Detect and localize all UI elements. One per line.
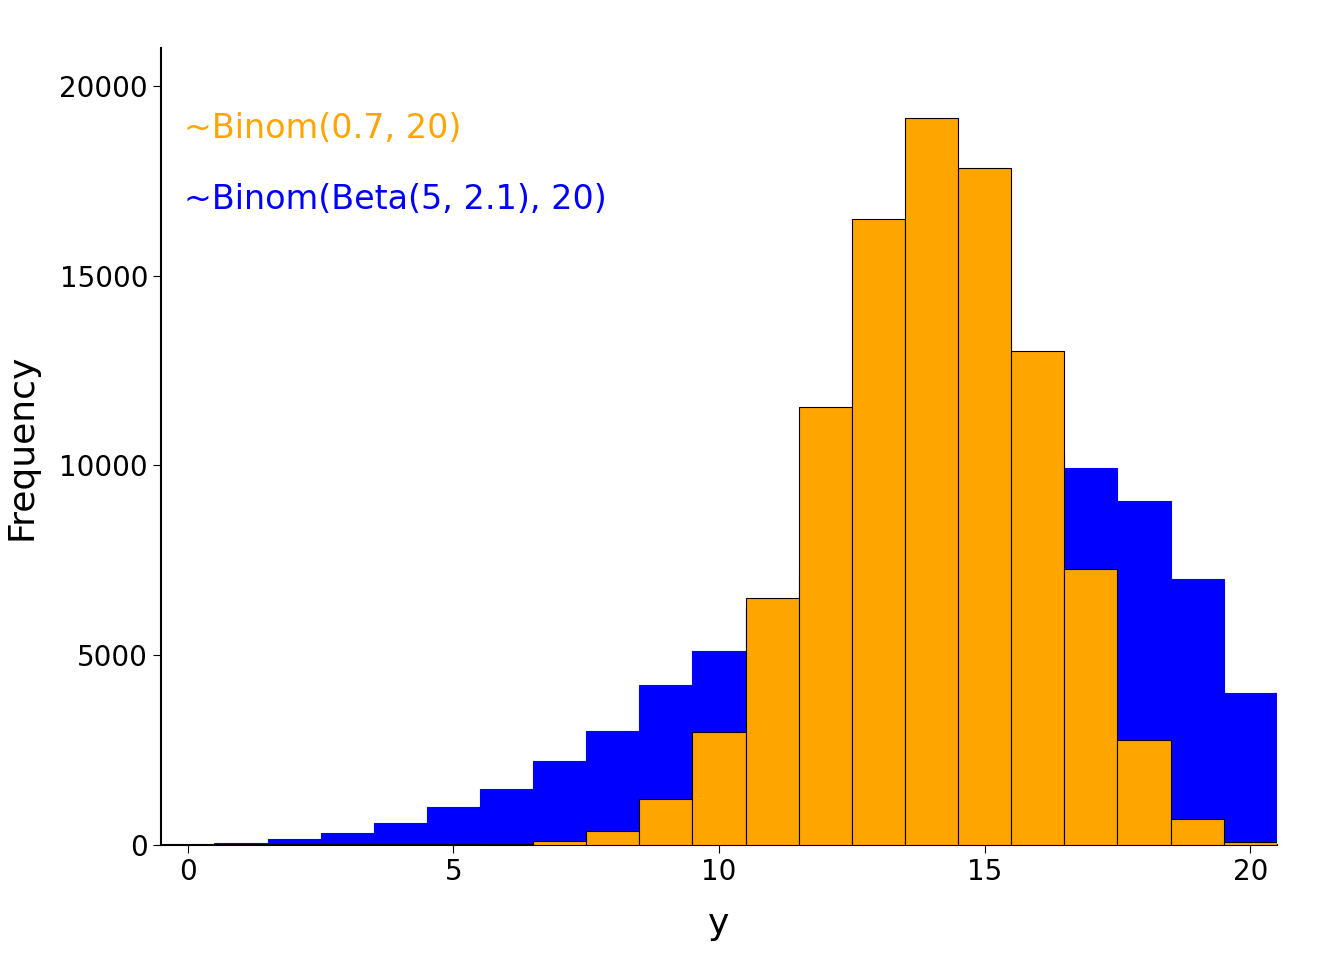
Bar: [1011, 351, 1064, 845]
Bar: [1011, 454, 1064, 845]
Bar: [586, 732, 640, 845]
Bar: [958, 168, 1011, 845]
Bar: [640, 684, 692, 845]
Bar: [692, 651, 746, 845]
Bar: [1117, 740, 1171, 845]
Bar: [746, 608, 798, 845]
Bar: [480, 789, 534, 845]
Bar: [1117, 501, 1171, 845]
Bar: [586, 830, 640, 845]
Bar: [1223, 842, 1277, 845]
Bar: [534, 760, 586, 845]
Bar: [374, 823, 427, 845]
X-axis label: y: y: [708, 907, 730, 941]
Bar: [852, 520, 905, 845]
Bar: [640, 800, 692, 845]
Bar: [1171, 820, 1223, 845]
Text: ~Binom(0.7, 20): ~Binom(0.7, 20): [184, 111, 461, 145]
Text: ~Binom(Beta(5, 2.1), 20): ~Binom(Beta(5, 2.1), 20): [184, 183, 606, 216]
Bar: [692, 732, 746, 845]
Bar: [1223, 693, 1277, 845]
Y-axis label: Frequency: Frequency: [4, 353, 39, 540]
Bar: [534, 841, 586, 845]
Bar: [267, 839, 321, 845]
Bar: [798, 571, 852, 845]
Bar: [1064, 468, 1117, 845]
Bar: [852, 219, 905, 845]
Bar: [905, 485, 958, 845]
Bar: [746, 598, 798, 845]
Bar: [215, 843, 267, 845]
Bar: [427, 806, 480, 845]
Bar: [905, 118, 958, 845]
Bar: [321, 832, 374, 845]
Bar: [1064, 569, 1117, 845]
Bar: [798, 407, 852, 845]
Bar: [1171, 579, 1223, 845]
Bar: [958, 463, 1011, 845]
